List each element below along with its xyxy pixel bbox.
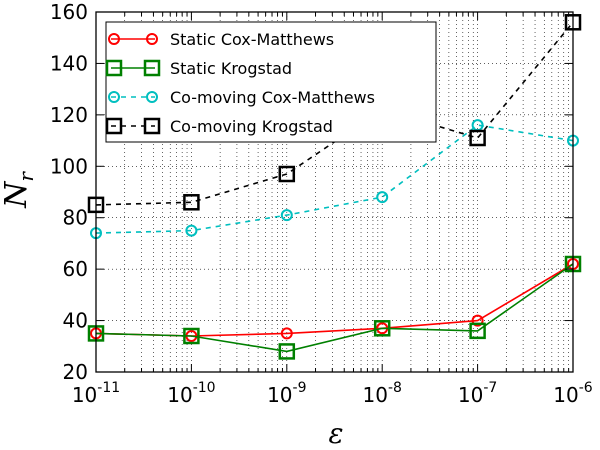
data-point [280,209,293,222]
legend-label: Co-moving Cox-Matthews [170,88,375,107]
x-tick-label-exponent: -11 [97,380,120,396]
axis-ticks: 10-11 10-10 10-9 10-8 10-7 10-620406080100120… [50,0,593,407]
x-tick-label-exponent: -10 [193,380,216,396]
x-tick-label-base: 10 [362,383,387,407]
legend-marker [105,59,123,77]
legend-box [105,21,437,143]
series-group [87,255,582,360]
x-tick-label: 10-8 [362,380,401,407]
series-line [95,263,574,353]
x-tick-label-base: 10 [167,383,192,407]
legend-label: Static Cox-Matthews [170,30,334,49]
series-group [90,258,579,342]
y-tick-label: 40 [63,309,88,333]
x-tick-label-exponent: -9 [293,380,307,396]
series-line [95,124,574,234]
legend-marker [143,59,161,77]
legend-marker [146,33,158,45]
data-point [278,165,296,183]
y-axis-label-main: N [0,180,34,209]
y-tick-label: 60 [63,257,88,281]
y-tick-label: 20 [63,360,88,384]
legend-marker [108,33,120,45]
y-tick-label: 80 [63,206,88,230]
data-point [280,327,293,340]
x-tick-label-base: 10 [267,383,292,407]
data-point [183,194,200,211]
x-tick-label: 10-7 [458,380,497,407]
y-tick-label: 100 [50,154,88,178]
x-tick-label-base: 10 [553,383,578,407]
legend-marker [146,91,158,103]
data-point [469,129,486,147]
data-point [373,320,391,337]
y-axis-label-subscript: r [14,171,38,182]
data-point [183,327,200,345]
data-point [278,343,296,360]
legend-label: Static Krogstad [170,59,292,78]
x-tick-label-exponent: -6 [579,380,593,396]
y-tick-label: 160 [50,0,88,24]
data-point [185,224,198,237]
x-tick-label-base: 10 [458,383,483,407]
data-point [471,314,484,327]
x-tick-label: 10-6 [553,380,593,407]
y-tick-label: 140 [50,51,88,75]
legend-marker [143,117,161,135]
y-axis-label: Nr [0,171,38,209]
x-axis-label: ε [328,417,343,450]
x-tick-label: 10-10 [167,380,215,407]
legend-marker [108,91,120,103]
data-point [376,191,389,204]
legend: Static Cox-Matthews Static Krogstad Co-mov… [105,21,437,143]
series-line [95,263,574,337]
x-tick-label: 10-11 [72,380,120,407]
x-tick-label-exponent: -7 [483,380,497,396]
legend-label: Co-moving Krogstad [170,117,333,136]
x-tick-label: 10-9 [267,380,306,407]
data-point [469,322,486,340]
x-tick-label-base: 10 [72,383,97,407]
legend-marker [105,117,123,135]
x-tick-label-exponent: -8 [388,380,402,396]
y-tick-label: 120 [50,103,88,127]
plot-area-frame [95,11,574,373]
